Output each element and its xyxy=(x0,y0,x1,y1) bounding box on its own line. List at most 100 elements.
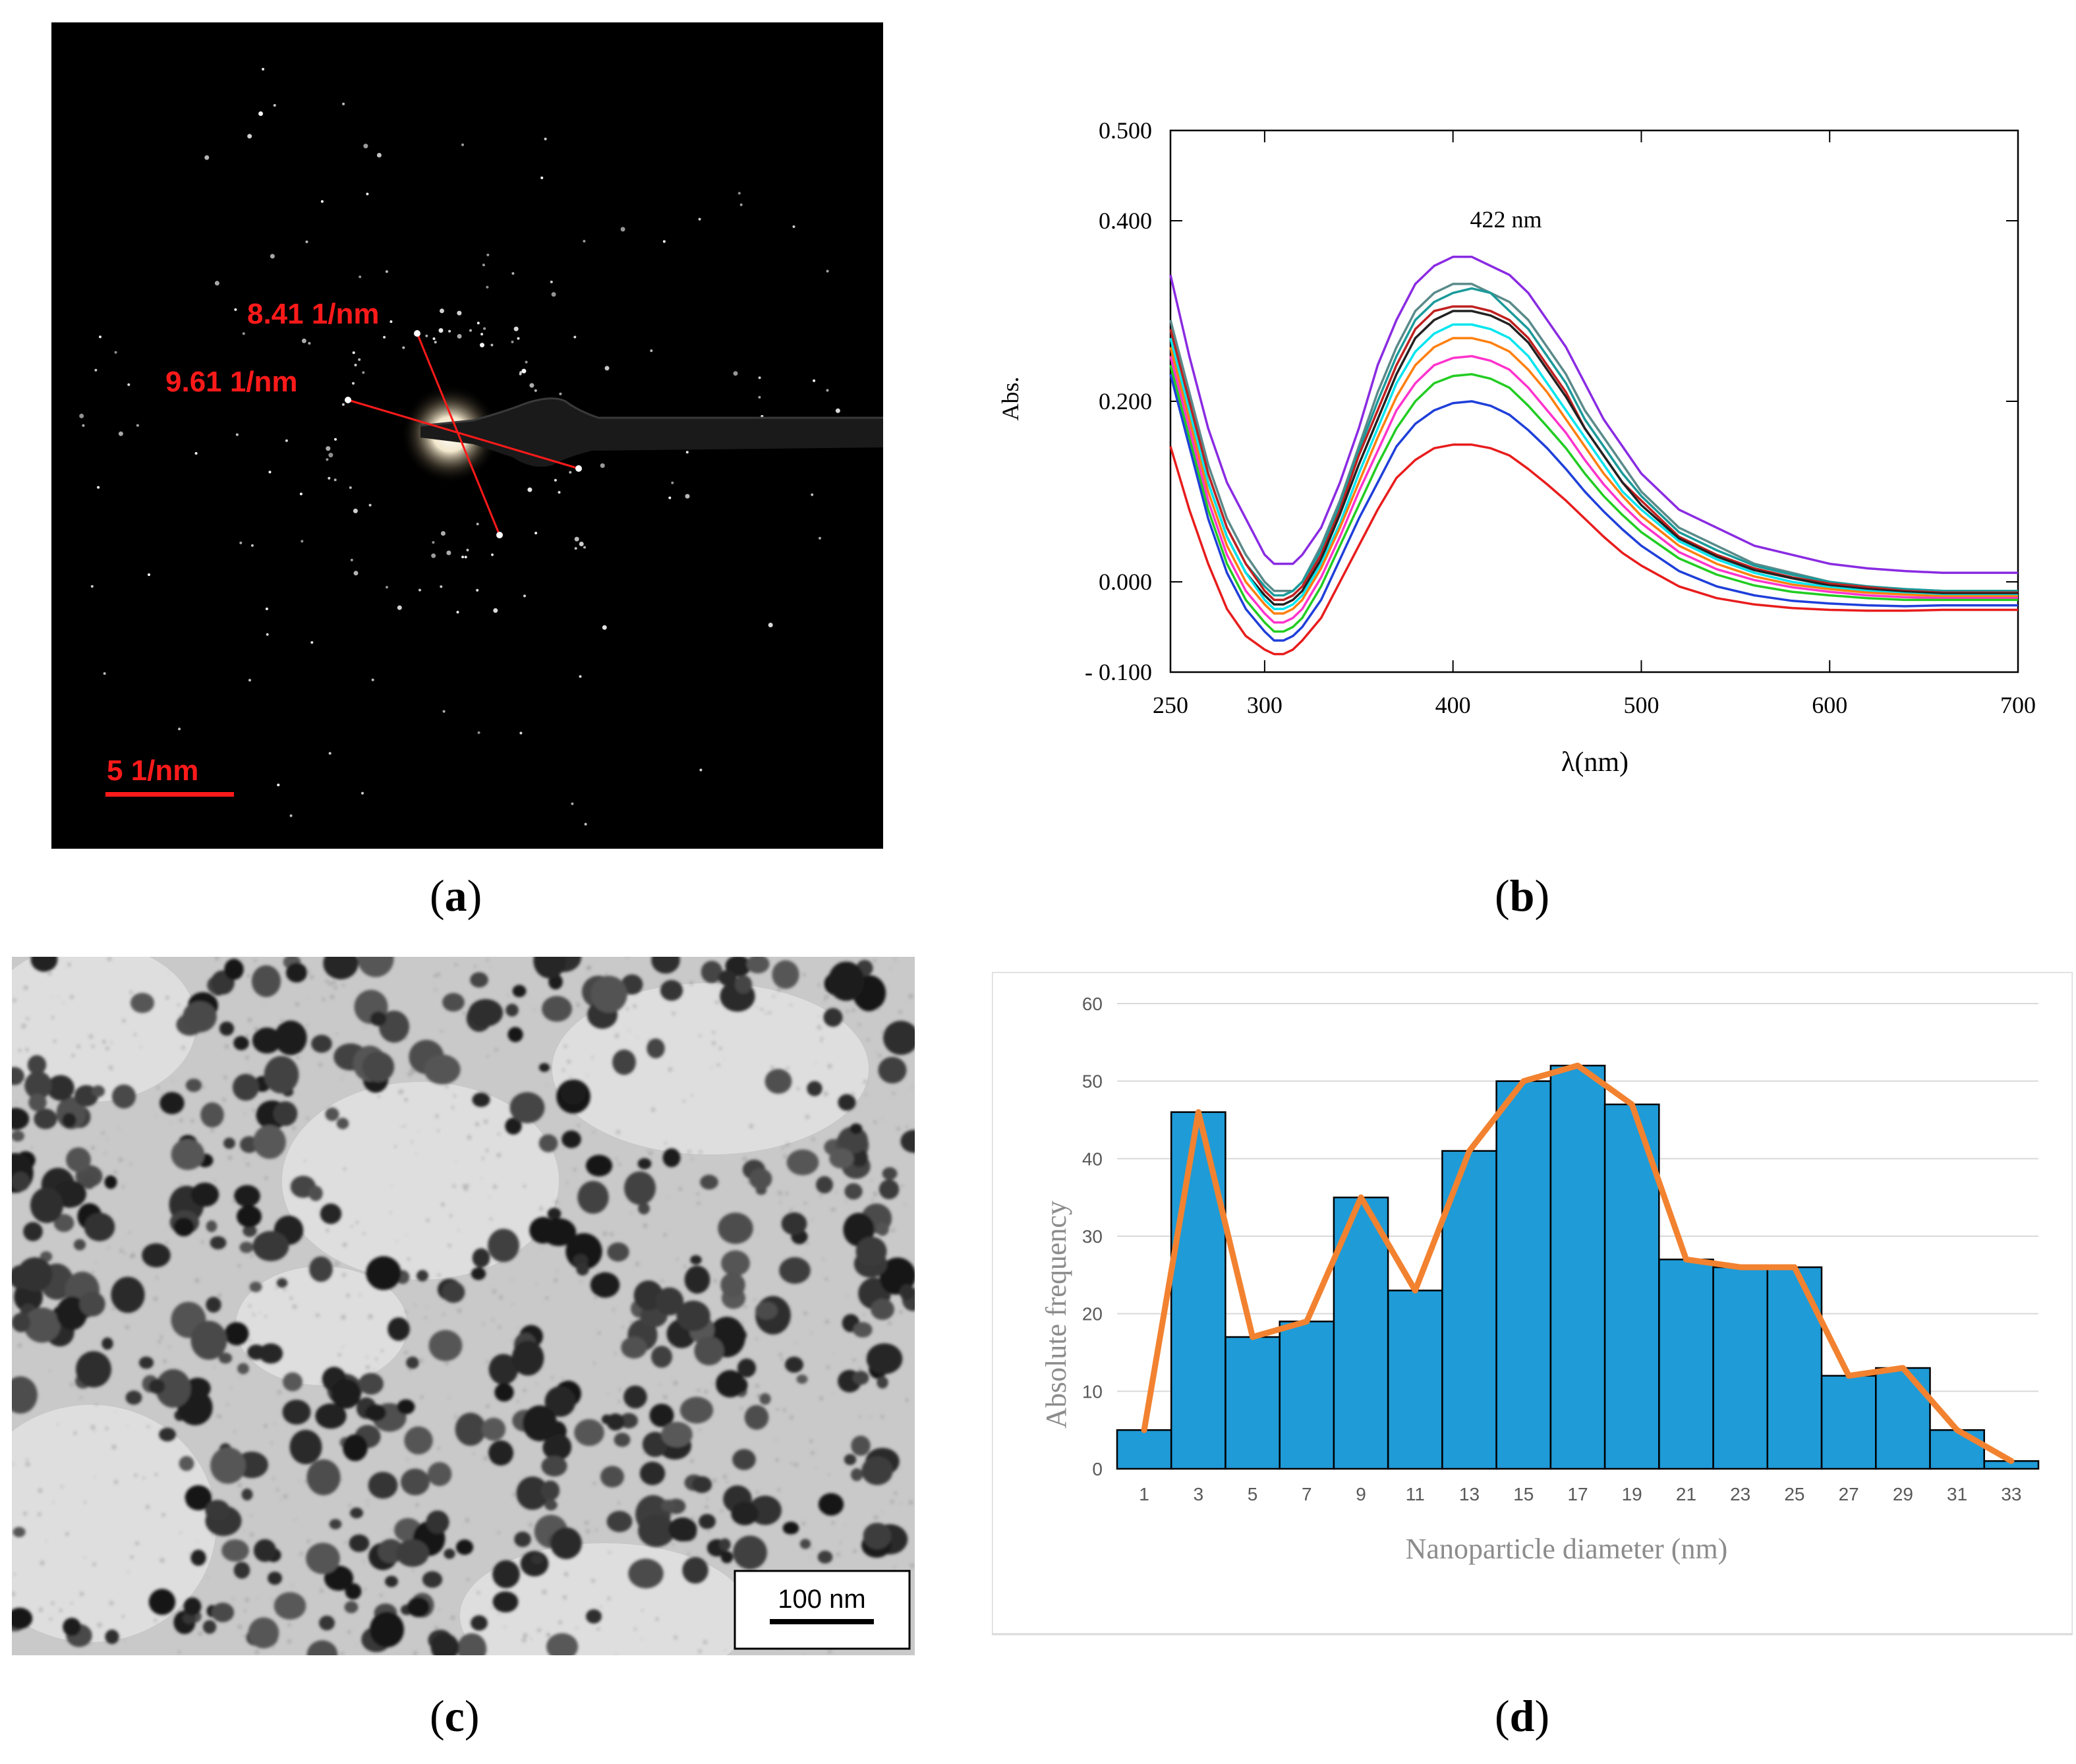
speckle xyxy=(322,998,326,1002)
nanoparticle xyxy=(538,1134,558,1152)
nanoparticle xyxy=(734,975,753,994)
speckle xyxy=(154,1473,158,1477)
diffraction-spot xyxy=(299,492,303,496)
nanoparticle xyxy=(655,1287,684,1316)
nanoparticle xyxy=(268,1572,282,1585)
nanoparticle xyxy=(210,1236,227,1249)
speckle xyxy=(239,1376,241,1379)
nanoparticle xyxy=(879,1180,900,1199)
speckle xyxy=(306,1116,310,1120)
nanoparticle xyxy=(838,1094,856,1111)
measure-line-2 xyxy=(347,399,579,470)
nanoparticle xyxy=(282,1400,311,1425)
diffraction-spot xyxy=(480,333,484,336)
histogram-bar xyxy=(1712,1266,1769,1470)
diffraction-spot xyxy=(250,544,254,547)
diffraction-spot xyxy=(301,540,304,543)
speckle xyxy=(658,1383,661,1386)
diffraction-spot xyxy=(513,326,519,331)
speckle xyxy=(556,1270,558,1272)
nanoparticle xyxy=(234,1185,260,1207)
speckle xyxy=(356,1644,357,1645)
speckle xyxy=(553,1278,558,1283)
speckle xyxy=(782,1408,786,1412)
speckle xyxy=(118,1157,123,1162)
speckle xyxy=(306,1539,311,1544)
speckle xyxy=(400,1125,403,1128)
speckle xyxy=(683,1265,687,1268)
nanoparticle xyxy=(471,1615,488,1631)
speckle xyxy=(333,985,338,990)
speckle xyxy=(535,1282,538,1285)
nanoparticle xyxy=(861,1456,893,1485)
speckle xyxy=(59,1608,63,1612)
speckle xyxy=(22,1511,28,1516)
diffraction-spot xyxy=(90,584,94,588)
speckle xyxy=(252,1108,256,1112)
speckle xyxy=(536,1628,542,1633)
diffraction-spot xyxy=(440,308,444,314)
speckle xyxy=(134,1473,138,1477)
nanoparticle xyxy=(877,1376,888,1389)
nanoparticle xyxy=(720,1551,734,1564)
speckle xyxy=(533,1008,536,1011)
histogram-bar xyxy=(1225,1336,1281,1470)
nanoparticle xyxy=(345,1583,362,1600)
speckle xyxy=(494,1048,498,1052)
speckle xyxy=(60,1485,64,1489)
speckle xyxy=(852,1549,857,1554)
speckle xyxy=(664,1141,668,1145)
speckle xyxy=(809,1439,813,1443)
diffraction-spot xyxy=(328,453,333,458)
speckle xyxy=(364,1025,366,1027)
speckle xyxy=(221,1097,227,1102)
speckle xyxy=(287,1639,292,1644)
x-tick-label: 400 xyxy=(1435,692,1471,718)
speckle xyxy=(373,1369,376,1371)
speckle xyxy=(794,1342,797,1344)
diffraction-spot xyxy=(477,731,480,734)
speckle xyxy=(775,1438,778,1441)
speckle xyxy=(140,1046,142,1048)
speckle xyxy=(341,1346,344,1348)
spectrum-line xyxy=(1169,337,2018,615)
speckle xyxy=(366,1499,369,1502)
nanoparticle xyxy=(852,1371,869,1385)
speckle xyxy=(111,1444,117,1450)
tem-scale-label: 100 nm xyxy=(778,1585,865,1614)
speckle xyxy=(107,957,112,961)
diffraction-spot xyxy=(234,308,237,311)
speckle xyxy=(162,1359,167,1364)
spectrum-line xyxy=(1169,310,2018,606)
speckle xyxy=(687,1552,691,1556)
diffraction-spot xyxy=(79,413,84,418)
speckle xyxy=(672,1011,676,1015)
speckle xyxy=(871,1198,875,1202)
nanoparticle xyxy=(27,1055,47,1075)
speckle xyxy=(319,1588,324,1593)
diffraction-spot xyxy=(482,264,485,267)
speckle xyxy=(618,1400,621,1404)
speckle xyxy=(121,1185,125,1189)
speckle xyxy=(437,1446,441,1450)
speckle xyxy=(264,1315,267,1318)
speckle xyxy=(523,1184,527,1188)
nanoparticle xyxy=(642,1431,668,1458)
speckle xyxy=(125,1324,130,1330)
nanoparticle xyxy=(53,1214,74,1232)
speckle xyxy=(134,1541,140,1546)
speckle xyxy=(540,1247,543,1249)
diffraction-spot xyxy=(333,478,337,482)
speckle xyxy=(38,1488,43,1493)
diffraction-spot xyxy=(204,155,210,160)
nanoparticle xyxy=(24,1071,52,1100)
speckle xyxy=(161,1512,166,1518)
speckle xyxy=(223,1075,228,1080)
diffraction-spot xyxy=(350,558,353,561)
speckle xyxy=(864,1355,867,1357)
speckle xyxy=(155,1276,159,1280)
nanoparticle xyxy=(488,1353,519,1385)
speckle xyxy=(437,1273,441,1277)
speckle xyxy=(295,1055,301,1060)
speckle xyxy=(38,1607,43,1612)
